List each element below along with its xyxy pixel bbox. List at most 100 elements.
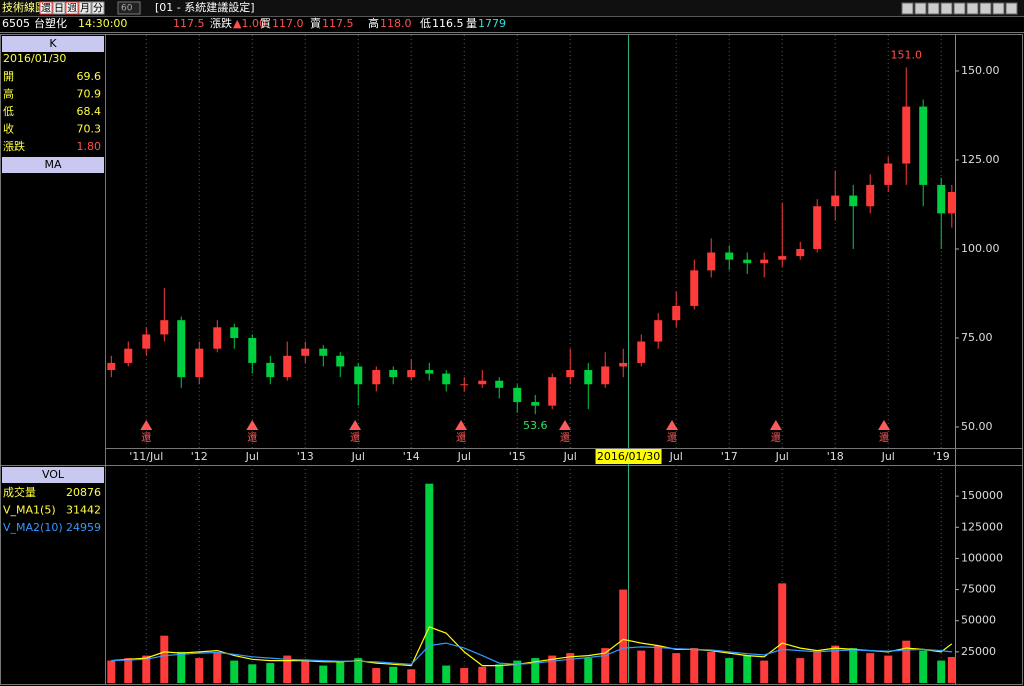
x-tick-label: '18 [827, 450, 844, 463]
ma-line [111, 642, 952, 665]
volume-bar [902, 640, 911, 683]
quote-label: 漲跌 [210, 16, 232, 30]
icon-button[interactable] [1005, 2, 1018, 15]
x-tick-label: Jul [563, 450, 577, 463]
y-tick-label: 25000 [961, 645, 996, 658]
candle-body [796, 248, 805, 257]
k-value: 70.3 [77, 123, 102, 136]
quote-value: ▲1.00 [233, 17, 266, 30]
annotation: 151.0 [890, 48, 922, 61]
x-tick-label: '11/Jul [129, 450, 163, 463]
annotation: 53.6 [523, 419, 548, 432]
y-tick-label: 75.00 [961, 331, 993, 344]
quote-value: 118.0 [380, 17, 412, 30]
toolbar [0, 0, 1024, 16]
icon-button[interactable] [953, 2, 966, 15]
volume-bar [177, 651, 186, 683]
x-tick-label: Jul [669, 450, 683, 463]
quote-price: 117.5 [173, 17, 205, 30]
volume-bar [248, 664, 257, 683]
volume-bar [478, 666, 487, 683]
volume-bar [690, 648, 699, 683]
icon-button[interactable] [979, 2, 992, 15]
icon-button[interactable] [927, 2, 940, 15]
icon-button[interactable] [966, 2, 979, 15]
volume-bar [778, 583, 787, 683]
quote-value: 117.0 [272, 17, 304, 30]
candle-body [354, 366, 363, 385]
x-tick-label: '12 [191, 450, 208, 463]
candle-body [230, 327, 239, 338]
y-tick-label: 100.00 [961, 242, 1000, 255]
icon-button[interactable] [992, 2, 1005, 15]
volume-bar [725, 658, 734, 683]
x-tick-label: Jul [245, 450, 259, 463]
candle-body [283, 355, 292, 378]
quote-label: 買 [260, 17, 271, 30]
toolbar-button[interactable] [65, 1, 79, 15]
candle-body [407, 370, 416, 378]
volume-bar [743, 655, 752, 683]
candle-body [107, 362, 116, 371]
event-label: 還 [456, 432, 466, 444]
x-tick-label: '14 [403, 450, 420, 463]
candle-body [831, 195, 840, 207]
k-value: 68.4 [77, 105, 102, 118]
volume-bar [460, 668, 469, 683]
volume-bar [937, 660, 946, 683]
candle-body [937, 184, 946, 214]
k-label: 漲跌 [3, 139, 25, 153]
k-label: 開 [3, 70, 14, 83]
toolbar-button[interactable] [52, 1, 66, 15]
panel-header [2, 36, 104, 52]
panel-title: MA [44, 158, 61, 171]
event-marker [140, 420, 153, 430]
candle-body [619, 362, 628, 367]
volume-bar [107, 660, 116, 683]
event-label: 還 [141, 432, 151, 444]
x-tick-label: '17 [721, 450, 738, 463]
candle-body [389, 370, 398, 378]
toolbar-button[interactable] [39, 1, 53, 15]
event-marker [558, 420, 571, 430]
candle-body [566, 370, 575, 378]
y-tick-label: 125000 [961, 520, 1003, 533]
candle-body [442, 373, 451, 385]
y-tick-label: 100000 [961, 551, 1003, 564]
icon-button[interactable] [914, 2, 927, 15]
volume-bar [425, 483, 434, 683]
y-tick-label: 125.00 [961, 153, 1000, 166]
volume-bar [301, 659, 310, 683]
period-select[interactable] [117, 1, 141, 15]
candle-body [266, 362, 275, 378]
panel-date: 2016/01/30 [3, 52, 66, 65]
icon-button[interactable] [901, 2, 914, 15]
quote-value: 1779 [478, 17, 506, 30]
volume-bar [160, 635, 169, 683]
event-marker [666, 420, 678, 430]
volume-bar [707, 651, 716, 683]
candle-body [743, 259, 752, 264]
toolbar-button[interactable] [91, 1, 105, 15]
volume-bar [513, 660, 522, 683]
volume-bar [866, 653, 875, 683]
candle-body [690, 270, 699, 306]
volume-bar [947, 656, 956, 683]
candle-body [707, 252, 716, 271]
candle-body [548, 377, 557, 406]
candle-body [319, 348, 328, 356]
stock-name: 台塑化 [34, 16, 67, 30]
icon-button[interactable] [940, 2, 953, 15]
toolbar-button[interactable] [78, 1, 92, 15]
toolbar-button-label: 還 [41, 3, 51, 15]
x-tick-label: Jul [881, 450, 895, 463]
panel-title: K [49, 37, 57, 50]
volume-bar [884, 655, 893, 683]
event-marker [769, 420, 782, 430]
candle-body [778, 256, 787, 260]
candle-body [902, 106, 911, 164]
volume-bar [919, 650, 928, 683]
quote-value: 116.5 [432, 17, 464, 30]
panel-title: VOL [42, 468, 65, 481]
event-label: 還 [560, 432, 570, 444]
